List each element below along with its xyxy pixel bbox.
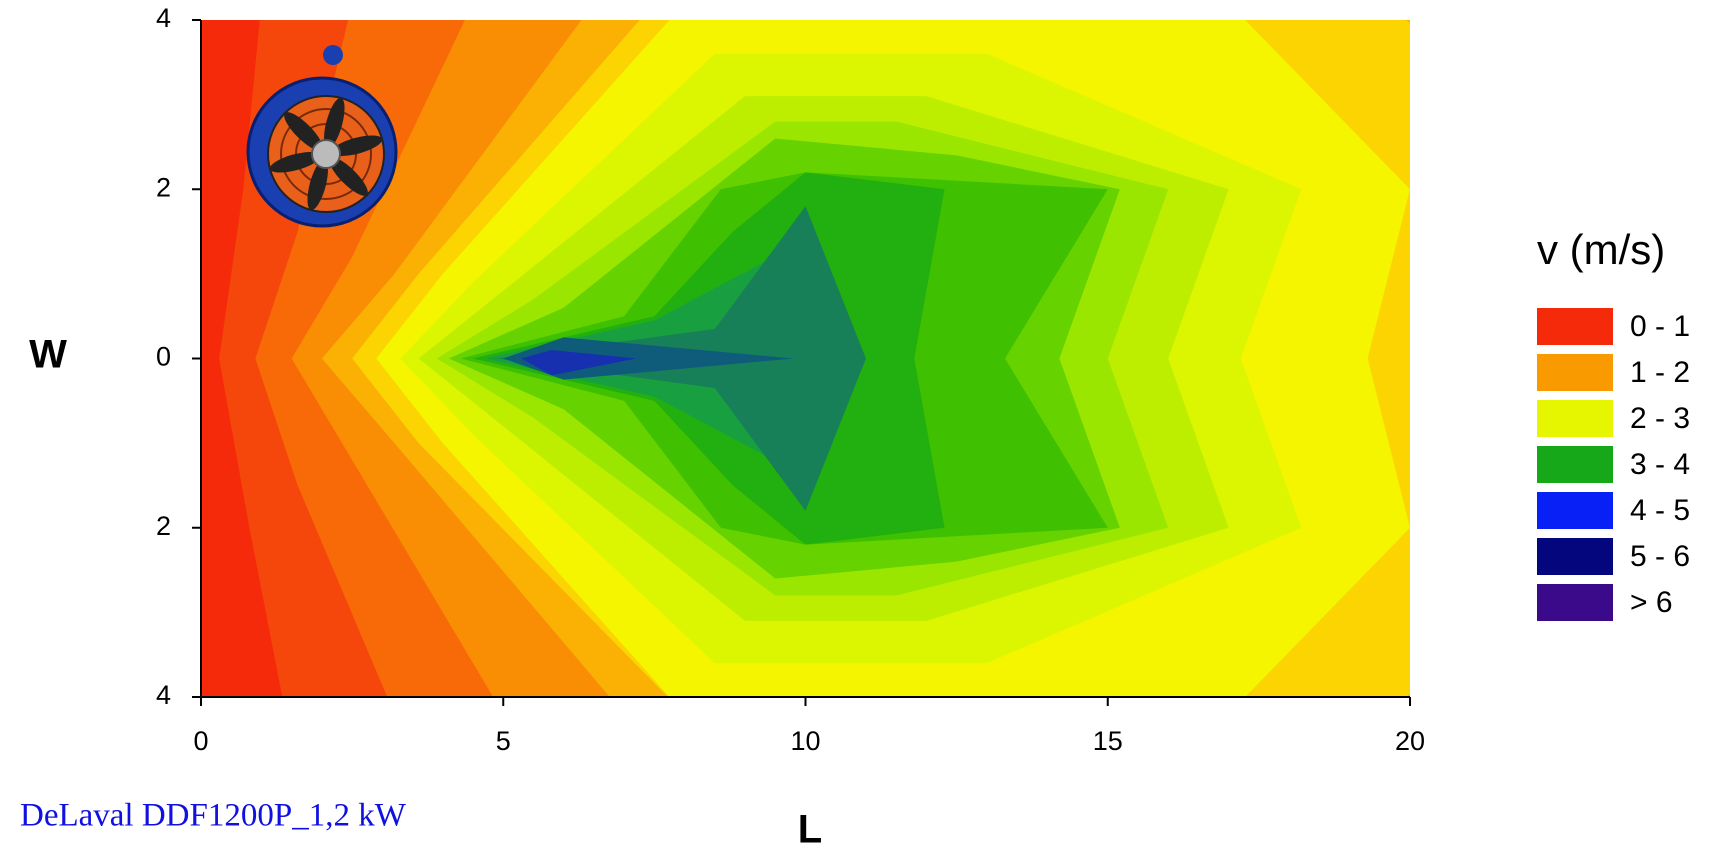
legend-swatch [1537,492,1613,529]
y-tick-label: 2 [156,511,171,541]
legend-label: 3 - 4 [1630,448,1690,481]
y-tick-label: 0 [156,342,171,372]
legend-label: 1 - 2 [1630,356,1690,389]
x-tick-label: 5 [496,726,511,756]
legend-label: 5 - 6 [1630,540,1690,573]
legend-label: > 6 [1630,586,1673,619]
legend-swatch [1537,538,1613,575]
y-tick-label: 4 [156,3,171,33]
y-axis-label: W [29,333,67,377]
x-tick-label: 15 [1093,726,1123,756]
x-axis-label: L [798,808,822,850]
x-tick-label: 20 [1395,726,1425,756]
legend-label: 0 - 1 [1630,310,1690,343]
legend-swatch [1537,400,1613,437]
contour-band [521,350,637,376]
x-tick-label: 10 [790,726,820,756]
fan-icon [246,45,398,228]
legend-swatch [1537,446,1613,483]
legend-swatch [1537,354,1613,391]
x-tick-label: 0 [193,726,208,756]
legend-label: 2 - 3 [1630,402,1690,435]
legend-title: v (m/s) [1537,226,1665,273]
y-tick-label: 2 [156,172,171,202]
legend-label: 4 - 5 [1630,494,1690,527]
caption: DeLaval DDF1200P_1,2 kW [20,798,407,834]
plot-area [201,20,1410,697]
y-tick-label: 4 [156,680,171,710]
legend-swatch [1537,584,1613,621]
legend-swatch [1537,308,1613,345]
